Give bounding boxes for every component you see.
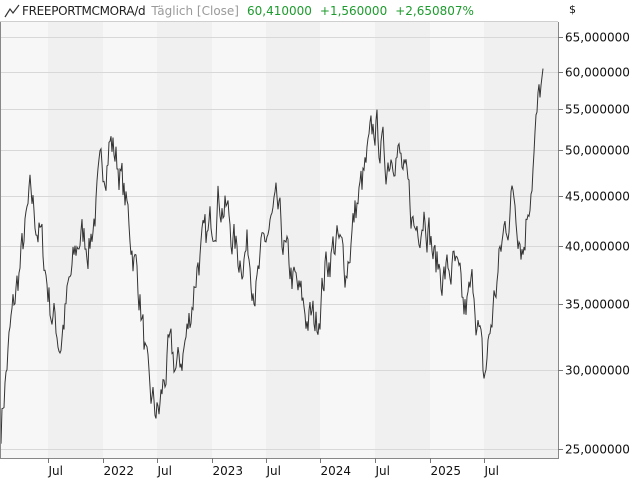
x-axis: Jul 2022 Jul 2023 Jul 2024 Jul 2025 Jul bbox=[48, 458, 499, 478]
mode-label: Täglich [Close] bbox=[151, 4, 239, 18]
y-tick-label: 30,000000 bbox=[565, 364, 630, 378]
x-tick-label: 2024 bbox=[321, 464, 352, 478]
currency-label: $ bbox=[569, 3, 576, 16]
time-bands bbox=[0, 22, 558, 458]
x-tick-label: Jul bbox=[266, 464, 281, 478]
change-percent: +2,650807% bbox=[395, 4, 474, 18]
y-tick-label: 25,000000 bbox=[565, 443, 630, 457]
y-tick-label: 45,000000 bbox=[565, 190, 630, 204]
y-tick-label: 60,000000 bbox=[565, 66, 630, 80]
last-price: 60,410000 bbox=[246, 4, 312, 18]
y-tick-label: 50,000000 bbox=[565, 144, 630, 158]
x-tick-label: Jul bbox=[48, 464, 63, 478]
plot-frame bbox=[0, 21, 559, 459]
chart-header: FREEPORTMCMORA/d Täglich [Close] 60,4100… bbox=[0, 0, 560, 22]
grid-lines bbox=[0, 37, 558, 450]
symbol-label: FREEPORTMCMORA/d bbox=[22, 4, 146, 18]
x-tick-label: 2025 bbox=[431, 464, 462, 478]
y-tick-label: 35,000000 bbox=[565, 298, 630, 312]
x-tick-label: Jul bbox=[484, 464, 499, 478]
price-line bbox=[0, 68, 544, 444]
x-tick-label: Jul bbox=[157, 464, 172, 478]
x-tick-label: Jul bbox=[375, 464, 390, 478]
change-value: +1,560000 bbox=[319, 4, 388, 18]
y-tick-label: 40,000000 bbox=[565, 240, 630, 254]
line-chart-icon bbox=[4, 4, 20, 18]
y-tick-label: 65,000000 bbox=[565, 31, 630, 45]
x-tick-label: 2023 bbox=[213, 464, 244, 478]
x-tick-label: 2022 bbox=[104, 464, 135, 478]
y-tick-label: 55,000000 bbox=[565, 103, 630, 117]
y-axis: 25,000000 30,000000 35,000000 40,000000 45,0… bbox=[558, 31, 630, 457]
